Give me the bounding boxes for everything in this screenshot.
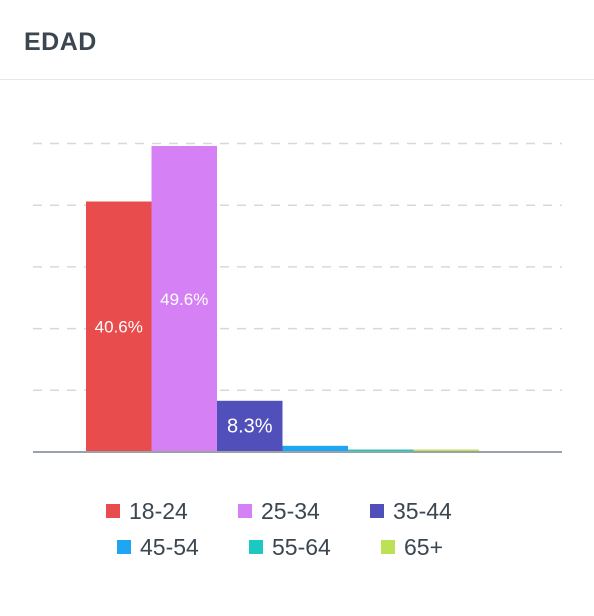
legend-label: 18-24 [129,497,188,524]
data-labels: 40.6% 49.6% 8.3% [95,290,273,437]
bar-25-34[interactable] [151,145,218,452]
data-label-18-24: 40.6% [95,318,143,337]
bar-chart: 40.6% 49.6% 8.3% [33,142,562,453]
card-header: EDAD [0,0,594,80]
legend-item-45-54[interactable]: 45-54 [117,530,199,564]
legend-item-55-64[interactable]: 55-64 [249,530,331,564]
legend-swatch [117,540,131,554]
legend-swatch [249,540,263,554]
card-title: EDAD [24,28,97,56]
legend-label: 25-34 [261,497,320,524]
bars [86,145,480,452]
legend-item-18-24[interactable]: 18-24 [106,494,188,528]
bar-55-64[interactable] [348,449,414,452]
legend-swatch [370,504,384,518]
legend-label: 55-64 [272,533,331,560]
bar-45-54[interactable] [282,445,349,452]
data-label-35-44: 8.3% [227,415,273,437]
data-label-25-34: 49.6% [160,290,208,309]
legend-label: 65+ [404,533,444,560]
legend-item-25-34[interactable]: 25-34 [238,494,320,528]
legend-swatch [238,504,252,518]
legend-swatch [381,540,395,554]
bar-18-24[interactable] [86,201,152,452]
legend-item-35-44[interactable]: 35-44 [370,494,452,528]
legend-swatch [106,504,120,518]
legend-label: 45-54 [140,533,199,560]
bar-65+[interactable] [413,449,480,452]
legend-label: 35-44 [393,497,452,524]
legend-item-65+[interactable]: 65+ [381,530,443,564]
bar-35-44[interactable] [217,400,283,452]
